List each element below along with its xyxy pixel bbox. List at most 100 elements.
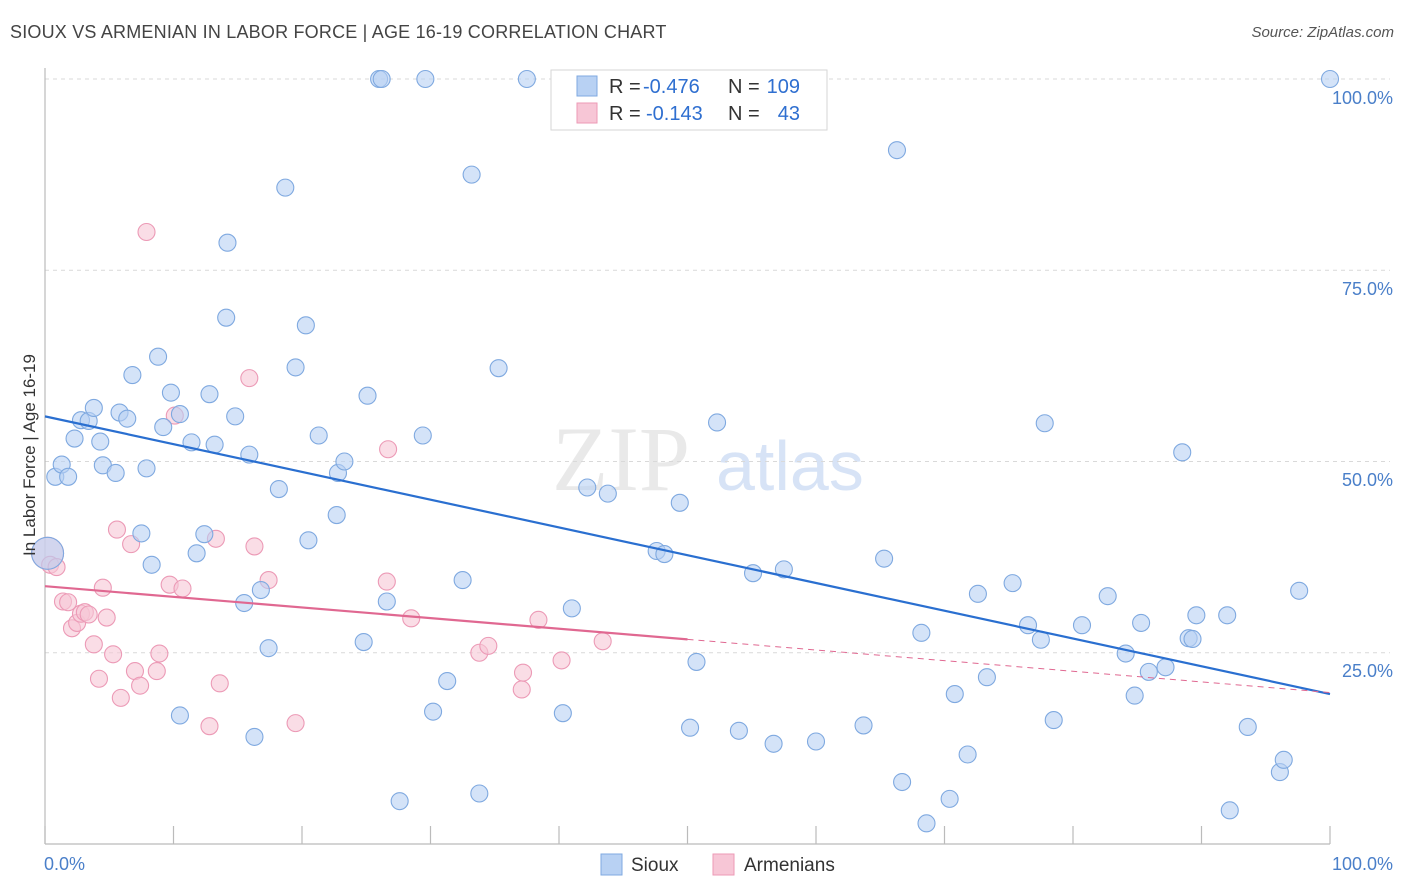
series-legend: Sioux Armenians xyxy=(600,853,835,876)
sioux-point xyxy=(390,792,409,811)
sioux-point xyxy=(681,718,700,737)
watermark-atlas: atlas xyxy=(716,427,864,505)
trend-lines xyxy=(44,415,1331,696)
sioux-point xyxy=(251,580,270,600)
x-tick-label-min: 0.0% xyxy=(44,854,85,874)
sioux-point xyxy=(1274,750,1293,769)
sioux-point xyxy=(806,732,826,751)
sioux-point xyxy=(413,426,432,445)
sioux-point xyxy=(562,599,581,618)
armenian-point xyxy=(59,593,78,612)
sioux-point xyxy=(470,784,489,803)
armenian-point xyxy=(240,369,259,388)
sioux-point xyxy=(1320,69,1340,89)
sioux-point xyxy=(1173,443,1192,462)
sioux-point xyxy=(1003,574,1022,593)
sioux-point xyxy=(424,702,443,721)
sioux-point xyxy=(170,706,189,725)
sioux-point xyxy=(416,69,435,89)
sioux-point xyxy=(195,525,214,544)
sioux-point xyxy=(218,233,237,252)
sioux-point xyxy=(489,359,508,378)
sioux-point xyxy=(764,734,783,753)
sioux-point xyxy=(377,592,396,611)
sioux-point xyxy=(217,308,236,327)
sioux-point xyxy=(31,536,65,570)
sioux-legend-label: Sioux xyxy=(631,855,679,876)
sioux-point xyxy=(335,452,354,471)
sioux-point xyxy=(578,478,597,497)
sioux-point xyxy=(269,479,288,499)
sioux-point xyxy=(309,426,328,445)
sioux-point xyxy=(91,432,110,451)
armenian-n-value: 43 xyxy=(778,103,800,125)
sioux-trend-line xyxy=(44,415,1331,696)
sioux-point xyxy=(106,463,125,483)
sioux-point xyxy=(59,467,78,486)
sioux-point xyxy=(154,418,173,437)
armenian-trend-extension xyxy=(687,638,1331,694)
sioux-point xyxy=(1238,717,1257,737)
armenian-point xyxy=(84,635,103,654)
sioux-point xyxy=(372,69,391,89)
x-tick-label-max: 100.0% xyxy=(1332,854,1393,874)
sioux-point xyxy=(1044,711,1063,730)
chart-title: SIOUX VS ARMENIAN IN LABOR FORCE | AGE 1… xyxy=(10,22,667,42)
sioux-point xyxy=(958,745,977,764)
armenian-point xyxy=(286,714,305,733)
sioux-point xyxy=(887,141,907,160)
y-axis-title: In Labor Force | Age 16-19 xyxy=(20,354,39,556)
stats-legend: R = -0.476 N = 109 R = -0.143 N = 43 xyxy=(550,69,828,131)
sioux-point xyxy=(553,704,572,723)
sioux-point xyxy=(875,549,894,568)
sioux-bottom-swatch xyxy=(600,853,623,876)
grid-lines xyxy=(45,78,1390,654)
armenian-point xyxy=(377,572,396,591)
sioux-point xyxy=(132,524,151,543)
sioux-point xyxy=(245,727,264,746)
armenian-point xyxy=(147,662,166,681)
armenian-legend-swatch xyxy=(576,102,598,124)
sioux-point xyxy=(729,721,748,740)
sioux-point xyxy=(438,672,457,691)
sioux-point xyxy=(462,165,481,184)
sioux-point xyxy=(1156,658,1175,677)
sioux-point xyxy=(200,385,219,404)
sioux-point xyxy=(598,484,617,503)
sioux-point xyxy=(118,409,137,428)
armenian-point xyxy=(512,680,531,699)
armenian-point xyxy=(552,651,571,670)
armenian-point xyxy=(210,674,229,693)
armenian-point xyxy=(79,605,98,624)
sioux-point xyxy=(1220,801,1239,820)
sioux-point xyxy=(917,814,936,833)
sioux-point xyxy=(170,405,189,424)
armenian-point xyxy=(379,440,398,459)
y-tick-label: 25.0% xyxy=(1342,661,1393,681)
armenian-point xyxy=(245,537,264,556)
sioux-point xyxy=(276,178,295,197)
armenian-bottom-swatch xyxy=(712,853,735,876)
sioux-point xyxy=(940,789,959,808)
sioux-point xyxy=(774,560,793,579)
armenian-r-label: R = xyxy=(609,103,641,125)
sioux-point xyxy=(708,413,727,432)
sioux-point xyxy=(142,555,161,574)
sioux-point xyxy=(1125,686,1144,705)
y-tick-label: 100.0% xyxy=(1332,88,1393,108)
sioux-point xyxy=(299,531,318,550)
watermark-zip: ZIP xyxy=(552,408,690,510)
source-label: Source: ZipAtlas.com xyxy=(1251,24,1394,41)
armenian-point xyxy=(111,688,130,707)
sioux-point xyxy=(854,716,873,735)
armenian-point xyxy=(131,676,150,695)
sioux-point xyxy=(893,772,912,792)
sioux-n-value: 109 xyxy=(767,76,800,98)
armenian-point xyxy=(97,608,116,627)
armenian-point xyxy=(93,578,112,597)
sioux-point xyxy=(161,383,180,402)
sioux-point xyxy=(1072,616,1092,635)
sioux-point xyxy=(354,632,373,652)
sioux-point xyxy=(1132,613,1151,632)
